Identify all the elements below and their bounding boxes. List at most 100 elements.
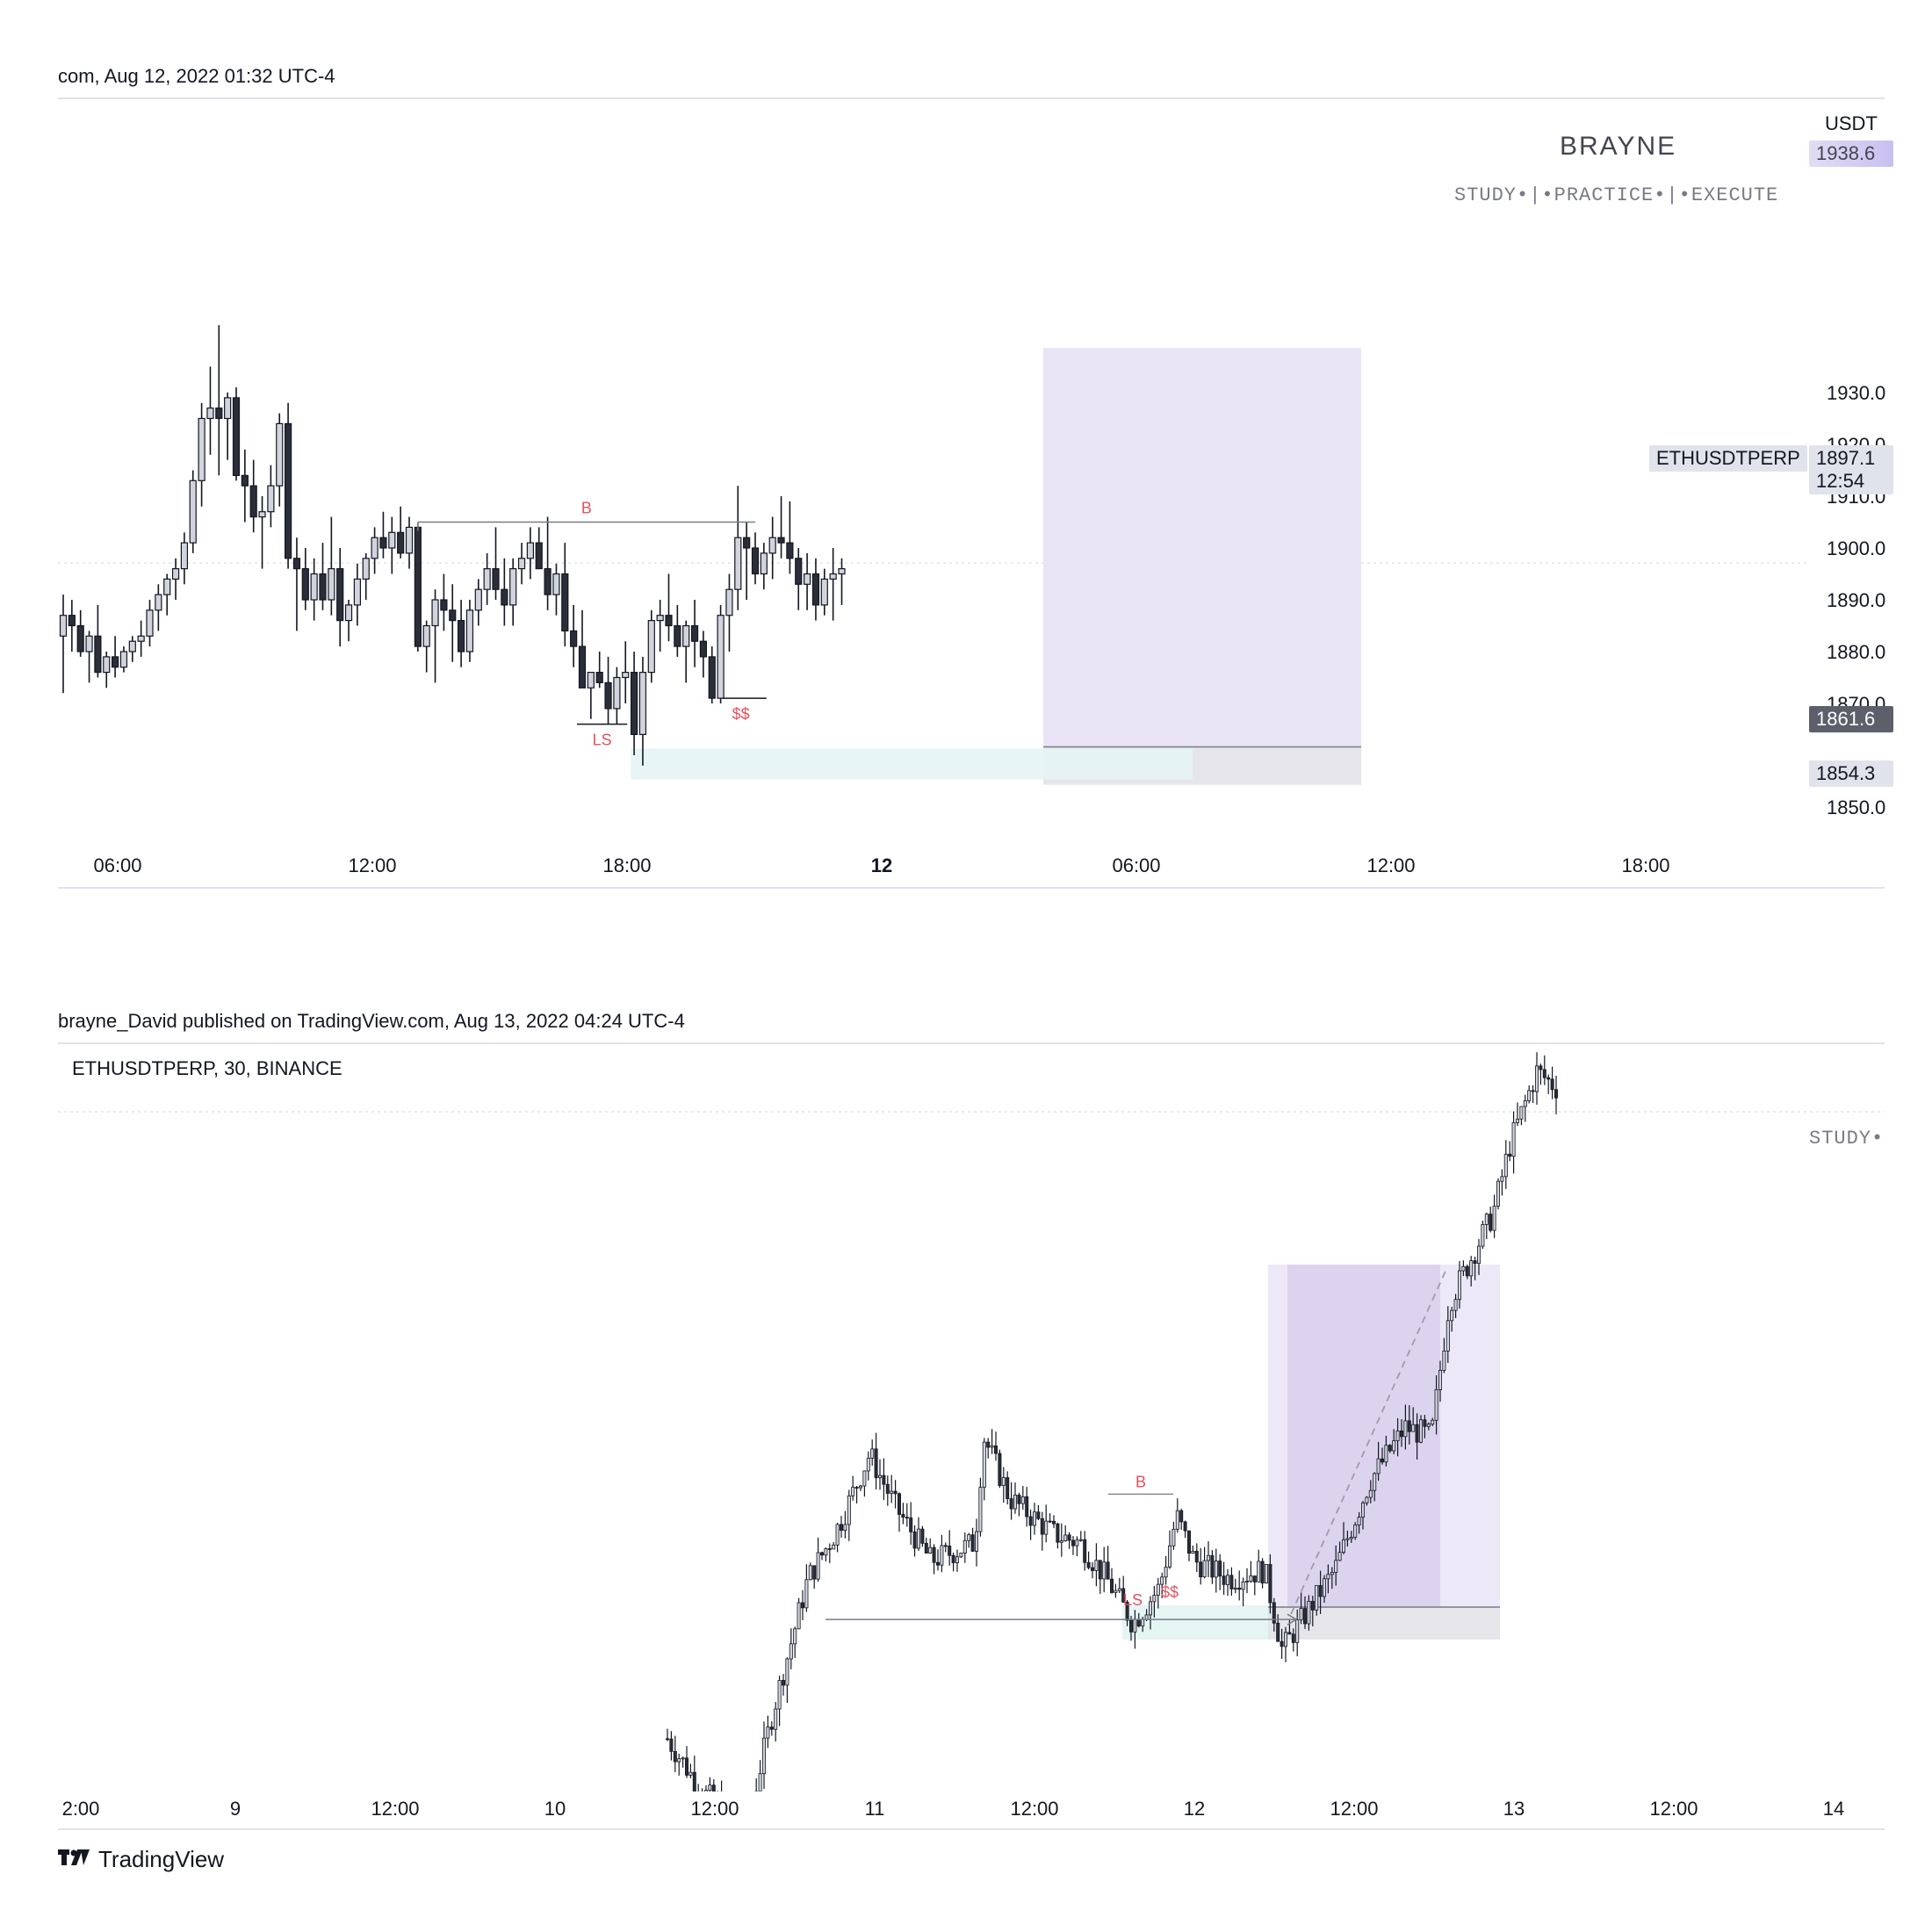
- candle: [258, 496, 266, 569]
- candle: [766, 1715, 770, 1748]
- candle: [901, 1503, 905, 1525]
- time-tick: 12: [1183, 1798, 1206, 1820]
- time-tick: 9: [229, 1798, 242, 1820]
- candle: [1403, 1404, 1408, 1450]
- candle: [1110, 1568, 1114, 1594]
- price-tick: 1890.0: [1827, 589, 1886, 611]
- candle: [912, 1525, 917, 1557]
- candle: [1445, 1306, 1450, 1363]
- candle: [677, 1753, 681, 1776]
- candle: [1400, 1419, 1404, 1447]
- candle: [1265, 1564, 1269, 1584]
- candle: [959, 1552, 963, 1558]
- bottom-candlestick-chart[interactable]: B $$ LS: [58, 1045, 1885, 1791]
- candle: [1373, 1472, 1377, 1502]
- candle: [688, 1763, 693, 1778]
- candle: [699, 631, 708, 678]
- candle: [1075, 1536, 1079, 1557]
- candle: [1465, 1264, 1469, 1280]
- candle: [76, 609, 84, 657]
- candle: [1469, 1256, 1474, 1287]
- candle: [789, 1628, 793, 1669]
- time-tick: 12:00: [1330, 1798, 1379, 1820]
- price-tag-target: 1938.6: [1809, 141, 1893, 167]
- candle: [878, 1459, 883, 1490]
- candle: [898, 1492, 902, 1532]
- candle: [1245, 1568, 1250, 1594]
- candle: [630, 652, 638, 755]
- price-tag-stop: 1854.3: [1809, 761, 1893, 787]
- candle: [1102, 1546, 1107, 1593]
- candle: [1287, 1619, 1292, 1635]
- candle: [285, 402, 292, 569]
- candle: [820, 568, 828, 616]
- price-tag-current: 1897.1 12:54: [1809, 445, 1893, 494]
- candle: [328, 516, 335, 616]
- candle: [701, 1788, 703, 1791]
- candle: [292, 537, 301, 631]
- candle: [1492, 1194, 1496, 1238]
- candle: [362, 552, 370, 600]
- candle: [1009, 1481, 1013, 1520]
- candle: [232, 387, 241, 481]
- candle: [587, 671, 595, 719]
- candle: [578, 609, 587, 688]
- candle: [943, 1542, 948, 1553]
- candle: [978, 1477, 983, 1537]
- candle: [1511, 1111, 1516, 1174]
- candle: [474, 579, 482, 626]
- candle: [1434, 1375, 1438, 1435]
- candle: [1171, 1521, 1176, 1550]
- top-candlestick-chart[interactable]: B $$ LS: [58, 105, 1809, 834]
- time-tick: 06:00: [93, 854, 142, 876]
- candle: [1260, 1558, 1265, 1589]
- candle: [1539, 1063, 1543, 1085]
- candle: [1229, 1567, 1234, 1597]
- candle: [1252, 1575, 1257, 1596]
- candle: [975, 1518, 979, 1567]
- candle: [1303, 1596, 1308, 1629]
- candle: [1194, 1543, 1199, 1572]
- candle: [241, 449, 249, 523]
- candle: [681, 1756, 685, 1768]
- time-tick: 13: [1503, 1798, 1525, 1820]
- candle: [1381, 1447, 1385, 1465]
- bottom-label-ls: LS: [1123, 1591, 1143, 1609]
- candle: [1233, 1578, 1237, 1594]
- candle: [206, 366, 214, 455]
- tradingview-footer[interactable]: TradingView: [58, 1846, 224, 1873]
- time-tick: 2:00: [61, 1798, 100, 1820]
- top-header-divider: [58, 97, 1885, 99]
- candle: [1318, 1570, 1323, 1614]
- candle: [673, 1735, 677, 1773]
- candle: [838, 558, 846, 605]
- candle: [1179, 1509, 1184, 1531]
- candle: [769, 1721, 774, 1736]
- candle: [1542, 1055, 1546, 1085]
- candle: [570, 604, 578, 667]
- candle: [801, 1590, 805, 1621]
- candle: [103, 652, 111, 688]
- bottom-target-zone-filled: [1287, 1265, 1440, 1607]
- candle: [449, 584, 457, 662]
- candle: [1149, 1596, 1153, 1630]
- candle: [1431, 1417, 1435, 1427]
- candle: [1067, 1532, 1071, 1549]
- candle: [1175, 1498, 1179, 1533]
- candle: [725, 573, 733, 652]
- label-ss: $$: [732, 705, 750, 723]
- candle: [1033, 1503, 1037, 1535]
- candle: [1117, 1577, 1121, 1594]
- candle: [397, 506, 405, 559]
- candle: [866, 1451, 870, 1481]
- time-tick: 12:00: [371, 1798, 420, 1820]
- candle: [128, 636, 136, 662]
- candle: [1056, 1523, 1060, 1549]
- candle: [820, 1551, 825, 1561]
- price-tick: 1850.0: [1827, 797, 1886, 818]
- candle: [1423, 1415, 1427, 1438]
- candle: [1086, 1551, 1091, 1570]
- candle: [1121, 1575, 1126, 1603]
- candle: [1202, 1546, 1207, 1579]
- time-tick: 12:00: [1649, 1798, 1698, 1820]
